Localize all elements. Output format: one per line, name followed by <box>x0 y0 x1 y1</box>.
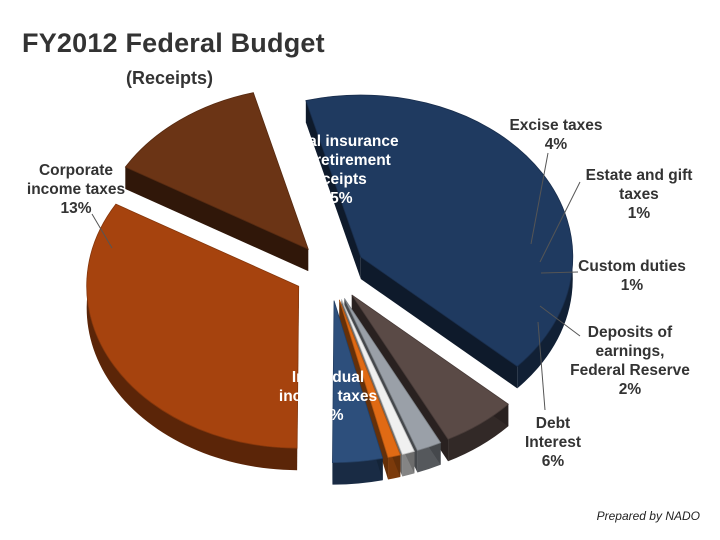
pie-slice-corporate-income-taxes <box>124 92 309 250</box>
chart-subtitle: (Receipts) <box>126 68 214 88</box>
leader-line-4 <box>539 181 581 263</box>
leader-line-5 <box>540 271 579 274</box>
slice-label-excise-taxes: Excise taxes 4% <box>509 117 603 153</box>
chart-title: FY2012 Federal Budget <box>22 28 325 58</box>
pie-slice-estate-and-gift-taxes <box>338 299 401 458</box>
slice-edge-0-1 <box>360 257 518 389</box>
leader-line-6 <box>539 305 581 337</box>
slice-edge-0-0 <box>305 100 361 280</box>
slice-label-estate-gift: Estate and gift taxes 1% <box>585 167 693 222</box>
slice-side-7 <box>448 404 509 462</box>
pie-slice-custom-duties <box>341 299 415 455</box>
pie-slice-debt-interest <box>351 294 509 440</box>
slice-edge-4-1 <box>339 299 389 480</box>
leader-line-3 <box>530 152 549 245</box>
slice-label-social-insurance: Social insurance and retirement receipts… <box>275 133 399 207</box>
slice-label-deposits-federal-reserve: Deposits of earnings, Federal Reserve 2% <box>570 324 690 398</box>
slice-label-individual-income: Individual income taxes 43% <box>278 369 378 424</box>
slice-side-1 <box>86 204 298 471</box>
leader-line-2 <box>91 213 113 249</box>
pie-slice-social-insurance-and-retirement-receipts <box>86 203 300 449</box>
pie-slice-excise-taxes <box>332 300 384 464</box>
pie-slice-deposits-of-earnings-federal-reserve <box>344 298 442 451</box>
footer-credit: Prepared by NADO <box>596 509 700 523</box>
slice-label-corporate-income: Corporate income taxes 13% <box>26 162 126 217</box>
slice-side-3 <box>332 458 383 485</box>
slice-label-debt-interest: Debt Interest 6% <box>525 415 581 470</box>
slice-label-custom-duties: Custom duties 1% <box>578 258 686 294</box>
leader-line-7 <box>537 321 546 411</box>
slice-edge-2-0 <box>125 167 309 272</box>
